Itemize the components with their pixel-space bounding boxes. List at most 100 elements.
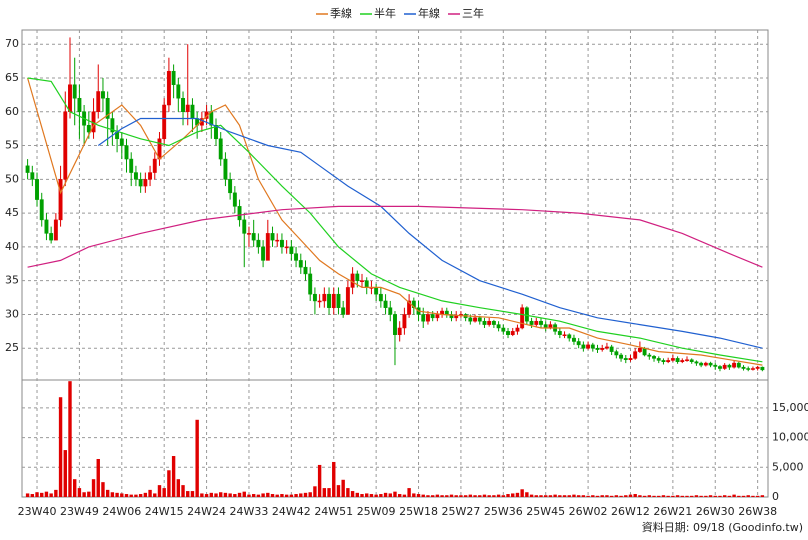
candle-body [482, 320, 487, 325]
volume-bar [746, 495, 750, 497]
candle-body [586, 344, 591, 349]
candle-body [101, 91, 105, 99]
volume-bar [214, 493, 218, 497]
volume-bar [506, 494, 510, 497]
candle-body [25, 165, 30, 173]
candle-body [604, 346, 609, 349]
ma-line [97, 117, 763, 349]
volume-bar [379, 494, 383, 497]
candle-body [670, 358, 675, 361]
volume-bar [44, 491, 49, 497]
volume-bar [247, 494, 251, 497]
x-tick-label: 26W30 [696, 505, 735, 518]
volume-bar [327, 488, 331, 497]
candle-body [444, 310, 449, 315]
candle-body [496, 324, 501, 329]
candle-body [152, 158, 157, 173]
volume-bar [708, 495, 713, 497]
y-tick-label: 25 [5, 341, 19, 354]
volume-bar [704, 495, 708, 497]
x-tick-label: 23W49 [60, 505, 99, 518]
candle-body [755, 366, 760, 369]
y-tick-label: 55 [5, 139, 19, 152]
candle-body [666, 360, 671, 363]
candle-body [454, 315, 459, 319]
volume-bar [171, 456, 176, 497]
volume-bar [487, 495, 491, 497]
volume-bar [322, 488, 327, 497]
volume-bar [473, 495, 477, 497]
x-tick-label: 23W40 [18, 505, 57, 518]
volume-bar [68, 381, 72, 497]
volume-bar [280, 494, 284, 497]
candle-body [265, 233, 270, 261]
volume-bar [167, 470, 171, 497]
y-tick-label: 60 [5, 105, 19, 118]
volume-bar [303, 492, 308, 497]
ma-line [27, 77, 763, 363]
candle-body [251, 233, 256, 241]
volume-bar [628, 494, 633, 497]
volume-bar [383, 492, 388, 497]
candle-body [590, 344, 595, 349]
volume-bar [115, 492, 119, 497]
candle-body [600, 347, 605, 350]
volume-bar [393, 491, 397, 497]
volume-bar [624, 495, 628, 497]
volume-bar [162, 488, 166, 497]
volume-bar [369, 494, 374, 497]
candle-body [166, 70, 171, 106]
volume-bar [77, 488, 82, 497]
volume-bar [204, 494, 209, 497]
volume-bar [548, 495, 553, 497]
candle-body [609, 346, 614, 352]
volume-bar [652, 495, 656, 497]
candle-body [619, 354, 624, 359]
candle-body [642, 347, 647, 356]
candle-body [256, 239, 261, 248]
volume-bar [732, 494, 736, 497]
volume-bar [332, 461, 336, 497]
volume-bar [374, 494, 378, 497]
volume-bar [595, 495, 600, 497]
candle-body [680, 360, 685, 363]
volume-bar [690, 495, 694, 497]
candle-body [430, 314, 435, 319]
candle-body [576, 341, 581, 346]
candle-body [279, 239, 284, 248]
y-tick-label: 50 [5, 172, 19, 185]
volume-bar [591, 495, 595, 497]
candle-body [713, 364, 718, 367]
volume-bar [562, 495, 567, 497]
candle-body [58, 179, 63, 221]
volume-bar [105, 489, 110, 497]
candle-body [647, 354, 652, 357]
volume-bar [492, 495, 496, 497]
candle-body [138, 179, 143, 187]
volume-bar [388, 493, 392, 497]
volume-bar [176, 479, 181, 497]
volume-bar [219, 492, 223, 497]
candle-body [623, 358, 628, 360]
candle-body [143, 179, 148, 187]
volume-bar [143, 492, 148, 497]
volume-bar [299, 493, 303, 497]
volume-bar [397, 494, 402, 497]
candle-body [331, 293, 336, 308]
y-tick-label: 30 [5, 307, 19, 320]
y-tick-label: 65 [5, 71, 19, 84]
volume-bar [713, 495, 717, 497]
volume-bar [718, 495, 722, 497]
y-tick-label: 45 [5, 206, 19, 219]
candle-body [129, 158, 134, 173]
candle-body [49, 233, 54, 241]
volume-bar [129, 494, 133, 497]
volume-bar [482, 494, 487, 497]
volume-bar [544, 495, 548, 497]
volume-bar [157, 485, 162, 497]
candle-body [275, 239, 280, 242]
volume-bar [741, 495, 746, 497]
candle-body [223, 158, 228, 180]
volume-bar [576, 495, 581, 497]
ma-line [27, 77, 763, 366]
